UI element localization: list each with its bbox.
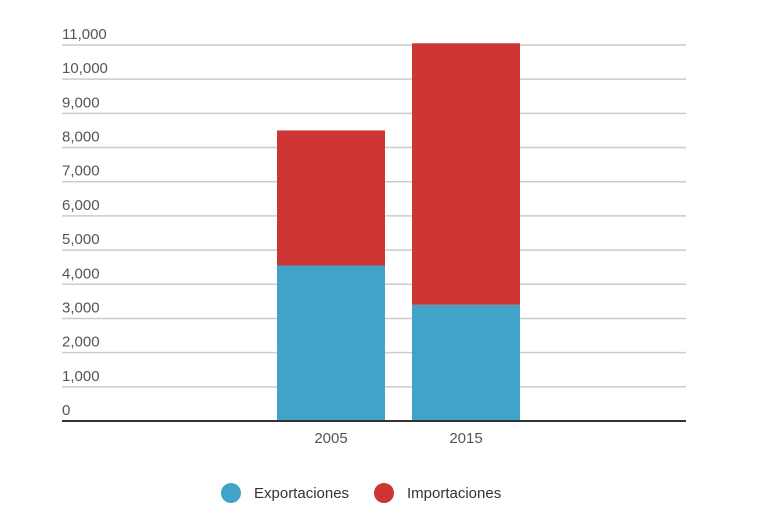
x-tick-label: 2015 — [449, 430, 482, 447]
legend-label: Importaciones — [407, 485, 501, 502]
y-tick-label: 2,000 — [62, 334, 100, 351]
legend-item-exportaciones[interactable]: Exportaciones — [221, 483, 349, 503]
y-tick-label: 3,000 — [62, 299, 100, 316]
bar-exportaciones-2015[interactable] — [412, 304, 520, 421]
legend-swatch — [374, 483, 394, 503]
y-tick-label: 7,000 — [62, 163, 100, 180]
y-tick-label: 6,000 — [62, 197, 100, 214]
legend-label: Exportaciones — [254, 485, 349, 502]
y-tick-label: 10,000 — [62, 60, 108, 77]
bars — [277, 43, 520, 421]
y-tick-label: 4,000 — [62, 265, 100, 282]
bar-importaciones-2015[interactable] — [412, 43, 520, 305]
legend-swatch — [221, 483, 241, 503]
y-tick-label: 5,000 — [62, 231, 100, 248]
y-tick-label: 9,000 — [62, 94, 100, 111]
legend-item-importaciones[interactable]: Importaciones — [374, 483, 501, 503]
y-tick-label: 1,000 — [62, 368, 100, 385]
x-tick-label: 2005 — [314, 430, 347, 447]
bar-exportaciones-2005[interactable] — [277, 265, 385, 421]
y-tick-label: 11,000 — [62, 26, 107, 43]
y-tick-label: 8,000 — [62, 129, 100, 146]
y-tick-label: 0 — [62, 402, 70, 419]
bar-importaciones-2005[interactable] — [277, 130, 385, 266]
legend: Exportaciones Importaciones — [221, 483, 501, 503]
axes: 0 1,000 2,000 3,000 4,000 5,000 6,000 7,000 8,00… — [62, 26, 686, 447]
